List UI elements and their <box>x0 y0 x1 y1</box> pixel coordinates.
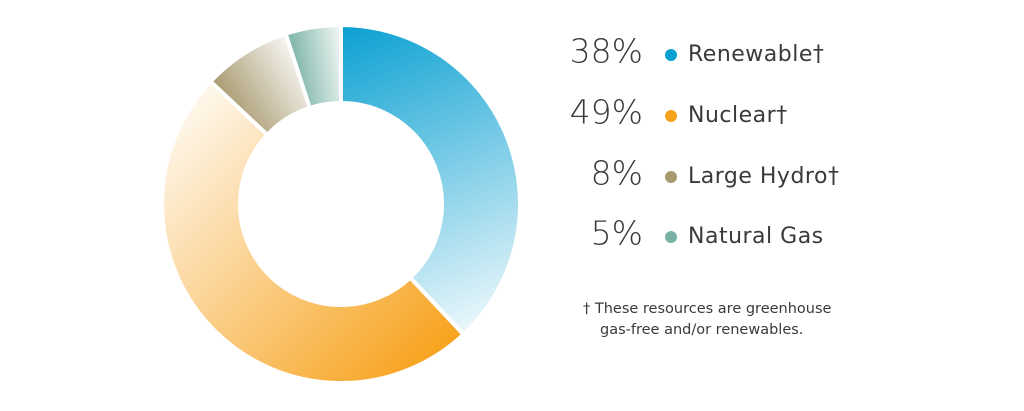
slice <box>283 22 343 111</box>
footnote: gas-free and/or renewables. <box>600 322 803 338</box>
legend-dot <box>665 231 677 243</box>
footnote: † These resources are greenhouse <box>583 301 832 317</box>
legend-value: 38% <box>570 32 643 71</box>
legend-dot <box>665 49 677 61</box>
legend-dot <box>665 171 677 183</box>
legend-label: Large Hydro† <box>688 164 839 189</box>
legend-value: 5% <box>591 214 643 253</box>
legend-label: Natural Gas <box>688 224 824 249</box>
legend-value: 49% <box>570 93 643 132</box>
legend-dot <box>665 110 677 122</box>
slice <box>160 78 467 385</box>
legend-label: Nuclear† <box>688 103 788 128</box>
legend-value: 8% <box>591 154 643 193</box>
legend-label: Renewable† <box>688 42 824 67</box>
donut <box>160 22 522 385</box>
legend: 38% Renewable† 49% Nuclear† 8% Large Hydro† 5%… <box>570 32 839 253</box>
slice <box>339 22 522 338</box>
